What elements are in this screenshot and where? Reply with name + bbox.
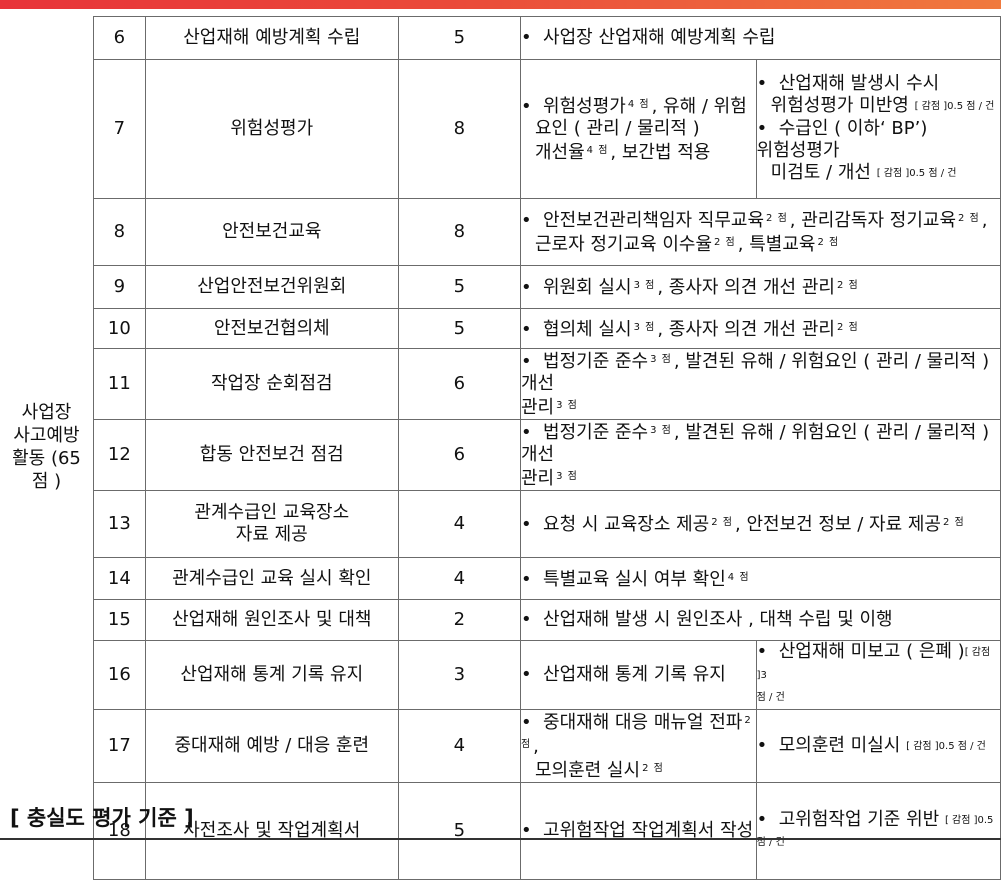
bottom-rule <box>0 838 1001 840</box>
row-criteria: • 특별교육 실시 여부 확인 4 점 <box>519 557 1001 600</box>
category-column: 사업장 사고예방 활동 (65 점 ) <box>0 16 93 844</box>
table-row: 7 위험성평가 8 • 위험성평가 4 점, 유해 / 위험 요인 ( 관리 / … <box>93 59 1001 199</box>
table-row: 18 사전조사 및 작업계획서 5 • 고위험작업 작업계획서 작성 • 고위험… <box>93 782 1001 880</box>
row-number: 11 <box>93 348 146 420</box>
row-number: 9 <box>93 265 146 309</box>
row-score: 5 <box>397 265 521 309</box>
row-score: 6 <box>397 348 521 420</box>
row-criteria: • 사업장 산업재해 예방계획 수립 <box>519 16 1001 60</box>
row-score: 4 <box>397 557 521 600</box>
row-criteria: • 법정기준 준수 3 점, 발견된 유해 / 위험요인 ( 관리 / 물리적 )… <box>519 348 1001 420</box>
row-criteria: • 산업재해 발생 시 원인조사 , 대책 수립 및 이행 <box>519 599 1001 641</box>
row-criteria: • 고위험작업 작업계획서 작성 <box>519 782 757 880</box>
row-number: 10 <box>93 308 146 349</box>
table-row: 8 안전보건교육 8 • 안전보건관리책임자 직무교육 2 점, 관리감독자 정기… <box>93 198 1001 266</box>
table-row: 11 작업장 순회점검 6 • 법정기준 준수 3 점, 발견된 유해 / 위험요… <box>93 348 1001 420</box>
evaluation-table: 6 산업재해 예방계획 수립 5 • 사업장 산업재해 예방계획 수립 7 위험… <box>93 16 1001 880</box>
row-item: 중대재해 예방 / 대응 훈련 <box>144 709 399 783</box>
row-score: 6 <box>397 419 521 491</box>
row-score: 4 <box>397 709 521 783</box>
row-item: 산업안전보건위원회 <box>144 265 399 309</box>
row-item: 위험성평가 <box>144 59 399 199</box>
row-criteria: • 산업재해 통계 기록 유지 <box>519 640 757 710</box>
row-item: 산업재해 통계 기록 유지 <box>144 640 399 710</box>
row-item: 작업장 순회점검 <box>144 348 399 420</box>
table-row: 15 산업재해 원인조사 및 대책 2 • 산업재해 발생 시 원인조사 , 대… <box>93 599 1001 641</box>
table-row: 10 안전보건협의체 5 • 협의체 실시 3 점, 종사자 의견 개선 관리 2 … <box>93 308 1001 349</box>
row-item: 관계수급인 교육 실시 확인 <box>144 557 399 600</box>
table-row: 13 관계수급인 교육장소 자료 제공 4 • 요청 시 교육장소 제공 2 점,… <box>93 490 1001 558</box>
row-deduction: • 고위험작업 기준 위반 [ 감점 ]0.5 점 / 건 <box>755 782 1001 880</box>
row-number: 14 <box>93 557 146 600</box>
row-number: 7 <box>93 59 146 199</box>
footer-title: [ 충실도 평가 기준 ] <box>10 806 194 830</box>
row-deduction: • 모의훈련 미실시 [ 감점 ]0.5 점 / 건 <box>755 709 1001 783</box>
table-row: 17 중대재해 예방 / 대응 훈련 4 • 중대재해 대응 매뉴얼 전파 2 점… <box>93 709 1001 783</box>
row-score: 8 <box>397 59 521 199</box>
row-item: 산업재해 예방계획 수립 <box>144 16 399 60</box>
row-number: 12 <box>93 419 146 491</box>
row-score: 2 <box>397 599 521 641</box>
table-row: 6 산업재해 예방계획 수립 5 • 사업장 산업재해 예방계획 수립 <box>93 16 1001 60</box>
table-row: 14 관계수급인 교육 실시 확인 4 • 특별교육 실시 여부 확인 4 점 <box>93 557 1001 600</box>
row-number: 8 <box>93 198 146 266</box>
row-criteria: • 요청 시 교육장소 제공 2 점, 안전보건 정보 / 자료 제공 2 점 <box>519 490 1001 558</box>
row-number: 13 <box>93 490 146 558</box>
row-item: 안전보건교육 <box>144 198 399 266</box>
row-criteria: • 위험성평가 4 점, 유해 / 위험 요인 ( 관리 / 물리적 ) 개선율 4… <box>519 59 757 199</box>
row-number: 6 <box>93 16 146 60</box>
row-criteria: • 안전보건관리책임자 직무교육 2 점, 관리감독자 정기교육 2 점, 근로자 … <box>519 198 1001 266</box>
row-item: 안전보건협의체 <box>144 308 399 349</box>
category-label: 사업장 사고예방 활동 (65 점 ) <box>12 402 81 492</box>
row-deduction: • 산업재해 미보고 ( 은폐 )[ 감점 ]3 점 / 건 <box>755 640 1001 710</box>
row-score: 5 <box>397 16 521 60</box>
row-criteria: • 중대재해 대응 매뉴얼 전파 2 점, 모의훈련 실시 2 점 <box>519 709 757 783</box>
top-accent-bar <box>0 0 1001 9</box>
row-item: 합동 안전보건 점검 <box>144 419 399 491</box>
row-item: 관계수급인 교육장소 자료 제공 <box>144 490 399 558</box>
row-score: 5 <box>397 782 521 880</box>
row-score: 3 <box>397 640 521 710</box>
row-number: 16 <box>93 640 146 710</box>
row-deduction: • 산업재해 발생시 수시 위험성평가 미반영 [ 감점 ]0.5 점 / 건 … <box>755 59 1001 199</box>
row-number: 17 <box>93 709 146 783</box>
row-score: 5 <box>397 308 521 349</box>
row-item: 산업재해 원인조사 및 대책 <box>144 599 399 641</box>
row-criteria: • 위원회 실시 3 점, 종사자 의견 개선 관리 2 점 <box>519 265 1001 309</box>
table-row: 16 산업재해 통계 기록 유지 3 • 산업재해 통계 기록 유지 • 산업재… <box>93 640 1001 710</box>
table-row: 9 산업안전보건위원회 5 • 위원회 실시 3 점, 종사자 의견 개선 관리 2… <box>93 265 1001 309</box>
row-number: 15 <box>93 599 146 641</box>
row-criteria: • 법정기준 준수 3 점, 발견된 유해 / 위험요인 ( 관리 / 물리적 )… <box>519 419 1001 491</box>
row-score: 4 <box>397 490 521 558</box>
table-row: 12 합동 안전보건 점검 6 • 법정기준 준수 3 점, 발견된 유해 / 위… <box>93 419 1001 491</box>
row-score: 8 <box>397 198 521 266</box>
row-criteria: • 협의체 실시 3 점, 종사자 의견 개선 관리 2 점 <box>519 308 1001 349</box>
